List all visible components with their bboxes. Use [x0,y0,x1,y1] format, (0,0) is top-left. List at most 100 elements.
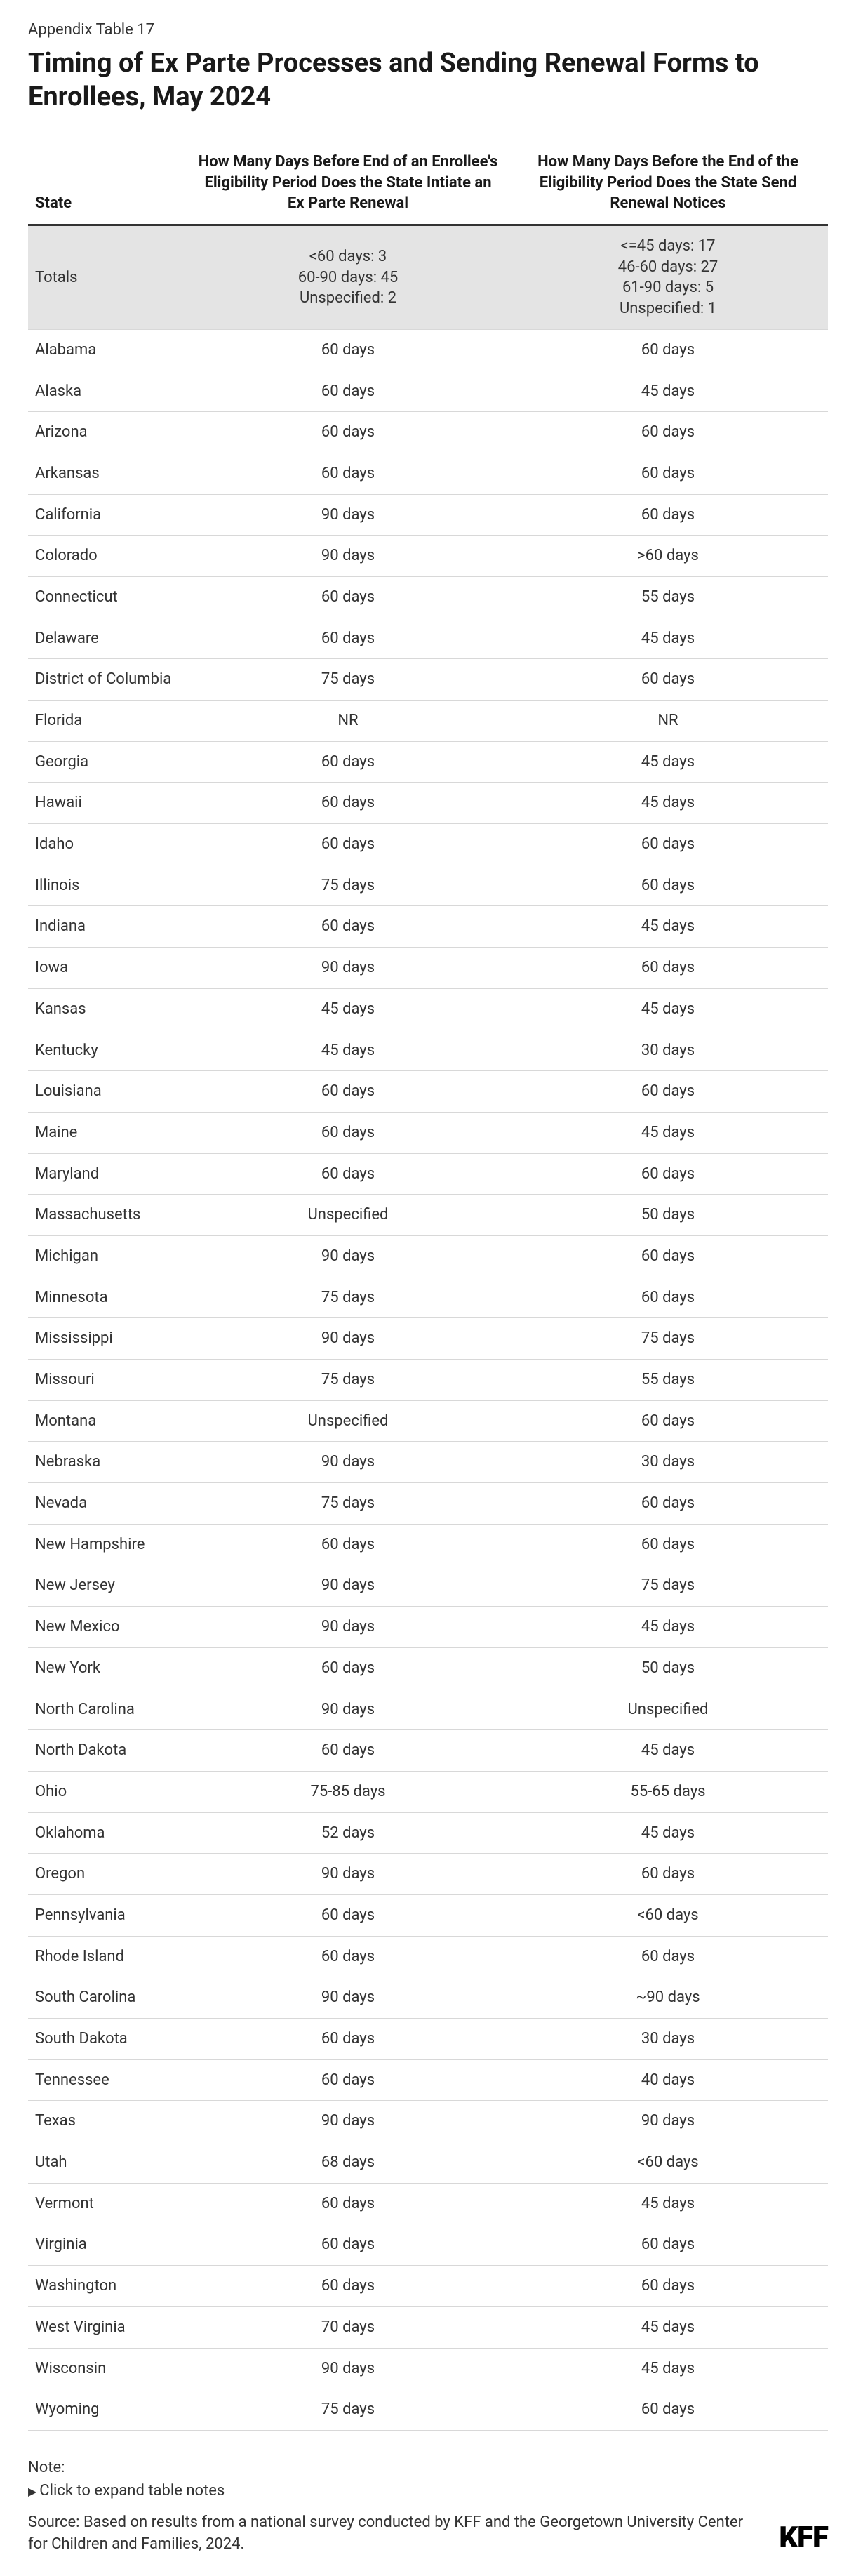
table-row: Arizona60 days60 days [28,412,828,453]
cell-state: Utah [28,2142,188,2184]
cell-renewal: 45 days [508,1607,828,1648]
table-row: Washington60 days60 days [28,2266,828,2307]
cell-renewal: 75 days [508,1565,828,1607]
table-row: Arkansas60 days60 days [28,453,828,494]
table-row: Minnesota75 days60 days [28,1277,828,1318]
table-row: Vermont60 days45 days [28,2183,828,2224]
cell-ex-parte: 75 days [188,2389,508,2431]
cell-ex-parte: 45 days [188,988,508,1030]
cell-state: Louisiana [28,1071,188,1113]
table-row: Georgia60 days45 days [28,741,828,783]
totals-row: Totals <60 days: 3 60-90 days: 45 Unspec… [28,225,828,330]
cell-state: Montana [28,1400,188,1442]
cell-ex-parte: 60 days [188,1894,508,1936]
table-row: Maryland60 days60 days [28,1153,828,1195]
cell-state: South Dakota [28,2019,188,2060]
cell-renewal: 50 days [508,1195,828,1236]
totals-col1: <60 days: 3 60-90 days: 45 Unspecified: … [188,225,508,330]
cell-ex-parte: 90 days [188,2101,508,2142]
cell-ex-parte: 60 days [188,1153,508,1195]
table-row: Nevada75 days60 days [28,1483,828,1525]
table-row: Alabama60 days60 days [28,329,828,371]
cell-ex-parte: 52 days [188,1812,508,1854]
table-row: Alaska60 days45 days [28,371,828,412]
table-row: Michigan90 days60 days [28,1235,828,1277]
cell-ex-parte: 90 days [188,1235,508,1277]
cell-state: Idaho [28,824,188,865]
table-row: Ohio75-85 days55-65 days [28,1771,828,1812]
cell-ex-parte: 60 days [188,783,508,824]
cell-ex-parte: 75-85 days [188,1771,508,1812]
cell-renewal: <60 days [508,1894,828,1936]
cell-ex-parte: 60 days [188,2266,508,2307]
cell-renewal: 45 days [508,1730,828,1772]
table-row: Missouri75 days55 days [28,1360,828,1401]
table-row: South Carolina90 days~90 days [28,1977,828,2019]
table-row: Mississippi90 days75 days [28,1318,828,1360]
totals-col2: <=45 days: 17 46-60 days: 27 61-90 days:… [508,225,828,330]
cell-renewal: 60 days [508,1524,828,1565]
cell-state: Washington [28,2266,188,2307]
cell-ex-parte: 60 days [188,1730,508,1772]
cell-state: Maine [28,1112,188,1153]
expand-notes-toggle[interactable]: Click to expand table notes [28,2482,828,2499]
cell-state: Delaware [28,618,188,659]
table-row: Colorado90 days>60 days [28,536,828,577]
source-text: Source: Based on results from a national… [28,2512,751,2556]
table-row: Virginia60 days60 days [28,2224,828,2266]
cell-ex-parte: 60 days [188,2224,508,2266]
cell-ex-parte: NR [188,701,508,742]
table-row: Louisiana60 days60 days [28,1071,828,1113]
cell-ex-parte: 70 days [188,2306,508,2348]
cell-renewal: 45 days [508,618,828,659]
cell-state: Kentucky [28,1030,188,1071]
cell-state: Mississippi [28,1318,188,1360]
cell-renewal: 30 days [508,1442,828,1483]
cell-ex-parte: 90 days [188,1977,508,2019]
table-row: West Virginia70 days45 days [28,2306,828,2348]
brand-logo: KFF [779,2521,828,2555]
cell-state: Michigan [28,1235,188,1277]
table-row: Iowa90 days60 days [28,948,828,989]
cell-renewal: 45 days [508,741,828,783]
cell-state: Connecticut [28,576,188,618]
cell-renewal: 45 days [508,371,828,412]
cell-ex-parte: 60 days [188,2183,508,2224]
cell-state: New Jersey [28,1565,188,1607]
cell-ex-parte: 90 days [188,948,508,989]
cell-renewal: 60 days [508,1277,828,1318]
cell-ex-parte: 90 days [188,2348,508,2389]
cell-state: Iowa [28,948,188,989]
cell-ex-parte: 75 days [188,1277,508,1318]
cell-state: Wyoming [28,2389,188,2431]
table-row: Utah68 days<60 days [28,2142,828,2184]
cell-renewal: 60 days [508,2224,828,2266]
table-row: FloridaNRNR [28,701,828,742]
table-row: North Dakota60 days45 days [28,1730,828,1772]
cell-state: District of Columbia [28,659,188,701]
table-row: MassachusettsUnspecified50 days [28,1195,828,1236]
cell-ex-parte: 60 days [188,1647,508,1689]
cell-ex-parte: 90 days [188,536,508,577]
cell-renewal: 40 days [508,2059,828,2101]
col-header-renewal-notices: How Many Days Before the End of the Elig… [508,142,828,225]
cell-state: Virginia [28,2224,188,2266]
cell-renewal: 60 days [508,1071,828,1113]
cell-renewal: 55-65 days [508,1771,828,1812]
cell-ex-parte: 90 days [188,1565,508,1607]
cell-state: Georgia [28,741,188,783]
cell-state: New York [28,1647,188,1689]
note-block: Note: Click to expand table notes Source… [28,2459,828,2556]
cell-ex-parte: 45 days [188,1030,508,1071]
cell-state: Tennessee [28,2059,188,2101]
cell-state: South Carolina [28,1977,188,2019]
col-header-ex-parte: How Many Days Before End of an Enrollee'… [188,142,508,225]
cell-renewal: 55 days [508,1360,828,1401]
cell-state: Arizona [28,412,188,453]
cell-state: Alabama [28,329,188,371]
table-row: Wyoming75 days60 days [28,2389,828,2431]
cell-renewal: 60 days [508,1400,828,1442]
cell-ex-parte: 60 days [188,1112,508,1153]
cell-renewal: 60 days [508,1936,828,1977]
cell-renewal: 60 days [508,824,828,865]
